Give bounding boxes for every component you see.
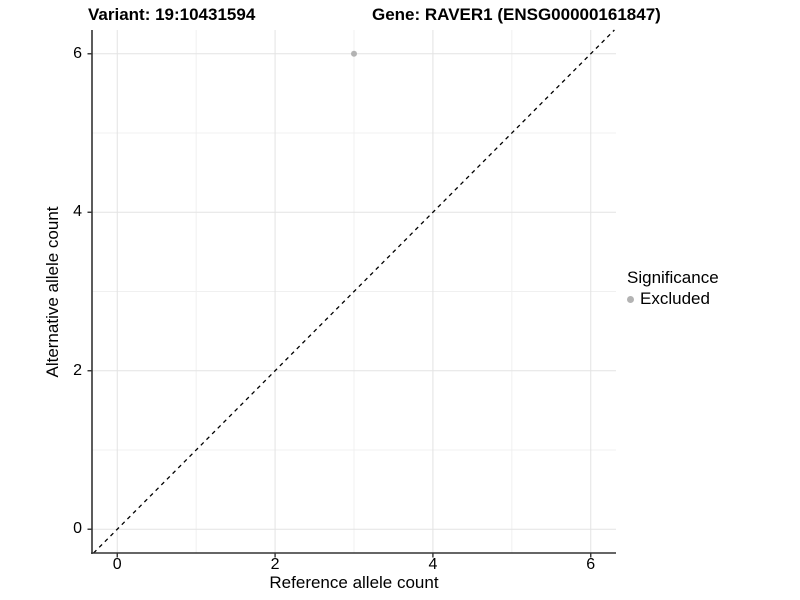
y-tick-label: 0 xyxy=(73,520,82,538)
x-tick-label: 2 xyxy=(270,556,280,573)
y-tick-label: 2 xyxy=(73,361,82,379)
x-axis-title: Reference allele count xyxy=(269,573,439,592)
identity-reference-line xyxy=(93,29,615,554)
y-tick-label: 4 xyxy=(73,203,82,221)
legend-key-dot-icon xyxy=(627,295,634,303)
legend-item-excluded: Excluded xyxy=(627,289,719,309)
variant-title: Variant: 19:10431594 xyxy=(88,5,256,24)
data-point-excluded xyxy=(351,50,357,57)
x-tick-label: 0 xyxy=(112,556,122,573)
gene-title: Gene: RAVER1 (ENSG00000161847) xyxy=(372,5,661,24)
x-tick-label: 6 xyxy=(586,556,596,573)
x-tick-label: 4 xyxy=(428,556,438,573)
legend-title: Significance xyxy=(627,268,719,287)
legend: Significance Excluded xyxy=(627,267,719,309)
y-axis-title: Alternative allele count xyxy=(43,206,62,378)
y-tick-label: 6 xyxy=(73,44,82,62)
legend-item-label: Excluded xyxy=(640,289,710,308)
